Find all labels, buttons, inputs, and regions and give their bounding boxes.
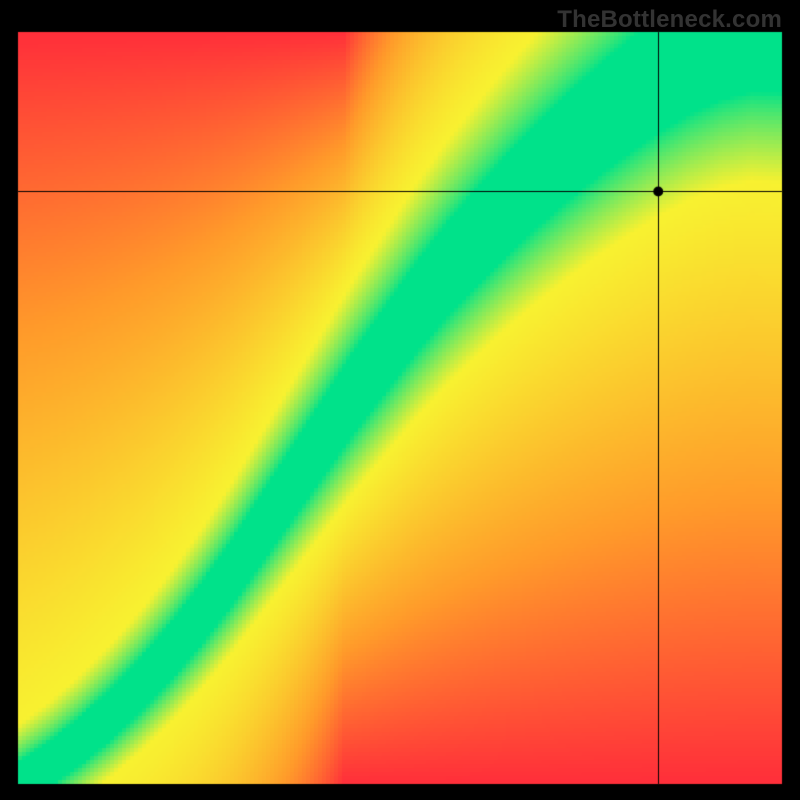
crosshair-overlay xyxy=(0,0,800,800)
chart-container: TheBottleneck.com xyxy=(0,0,800,800)
watermark-text: TheBottleneck.com xyxy=(557,6,782,34)
